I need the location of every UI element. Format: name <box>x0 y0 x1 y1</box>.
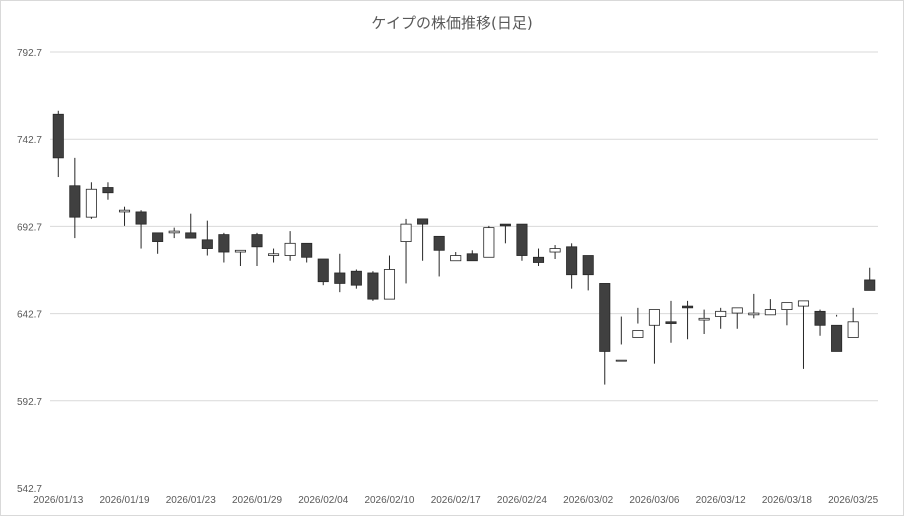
candle-body-down <box>334 272 346 284</box>
candle-body-up <box>648 309 660 326</box>
x-tick-label: 2026/01/23 <box>166 495 216 506</box>
candle-body-up <box>632 330 644 338</box>
x-tick-label: 2026/01/13 <box>33 495 83 506</box>
candle-body-up <box>450 255 462 262</box>
candle-body-down <box>466 253 478 262</box>
x-tick-label: 2026/03/12 <box>696 495 746 506</box>
candle-body-down <box>831 324 843 352</box>
candle-body-up <box>234 249 246 253</box>
x-tick-label: 2026/03/18 <box>762 495 812 506</box>
candle-body-up <box>847 321 859 338</box>
x-tick-label: 2026/03/02 <box>563 495 613 506</box>
x-tick-label: 2026/03/25 <box>828 495 878 506</box>
x-tick-label: 2026/02/10 <box>364 495 414 506</box>
candle-body-up <box>284 242 296 256</box>
candle-body-down <box>152 232 164 242</box>
candle-body-up <box>400 223 412 242</box>
candle-body-down <box>417 218 429 225</box>
y-tick-label: 792.7 <box>17 48 42 59</box>
y-tick-label: 642.7 <box>17 310 42 321</box>
candle-body-up <box>85 188 97 218</box>
candle-body-down <box>814 310 826 326</box>
candle-body-down <box>185 232 197 239</box>
candle-body-up <box>615 359 627 362</box>
candle-body-down <box>102 187 114 194</box>
candle-body-up <box>268 253 280 256</box>
candle-body-up <box>118 209 131 213</box>
x-tick-label: 2026/02/24 <box>497 495 547 506</box>
candle-body-down <box>301 242 313 258</box>
candle-body-down <box>682 305 694 309</box>
candle-body-up <box>698 317 710 321</box>
candle-body-down <box>516 223 528 256</box>
y-tick-label: 692.7 <box>17 222 42 233</box>
candle-body-down <box>201 239 213 249</box>
x-tick-label: 2026/01/29 <box>232 495 282 506</box>
candle-body-down <box>251 234 263 248</box>
y-tick-label: 592.7 <box>17 397 42 408</box>
candle-body-up <box>549 248 561 253</box>
candle-body-up <box>748 312 760 316</box>
candle-body-down <box>566 246 578 276</box>
candle-body-down <box>864 279 876 291</box>
candle-body-down <box>367 272 379 300</box>
candle-body-down <box>499 223 511 227</box>
candle-body-up <box>797 300 810 307</box>
candle-body-down <box>135 211 147 225</box>
x-tick-label: 2026/03/06 <box>629 495 679 506</box>
x-tick-label: 2026/02/04 <box>298 495 348 506</box>
candle-body-down <box>599 283 611 352</box>
candle-body-up <box>731 307 743 314</box>
candle-body-down <box>350 270 362 286</box>
candle-body-up <box>764 309 776 316</box>
candle-body-down <box>317 258 329 283</box>
chart-title: ケイプの株価推移(日足) <box>371 14 533 32</box>
candle-body-down <box>582 255 594 276</box>
candle-body-up <box>483 227 495 258</box>
candle-body-up <box>715 310 727 317</box>
candle-body-up <box>383 269 396 300</box>
y-tick-label: 542.7 <box>17 484 42 495</box>
candle-body-down <box>52 113 64 159</box>
candle-body-up <box>168 230 180 234</box>
candle-body-down <box>218 234 230 253</box>
candle-body-down <box>433 235 445 251</box>
candle-body-up <box>781 302 793 310</box>
y-tick-label: 742.7 <box>17 135 42 146</box>
x-tick-label: 2026/01/19 <box>99 495 149 506</box>
candle-body-down <box>532 256 545 263</box>
x-tick-label: 2026/02/17 <box>431 495 481 506</box>
candle-body-down <box>69 185 81 218</box>
candle-body-down <box>665 321 677 324</box>
